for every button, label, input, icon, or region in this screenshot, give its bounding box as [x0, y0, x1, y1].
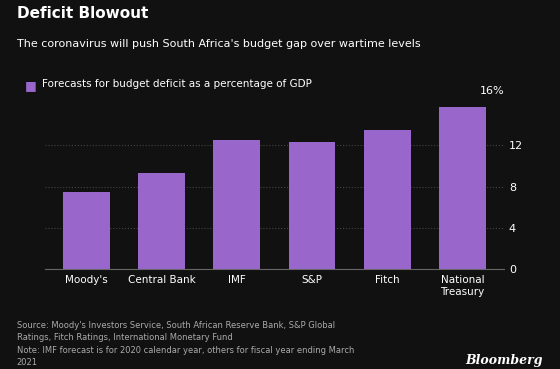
Text: Source: Moody's Investors Service, South African Reserve Bank, S&P Global
Rating: Source: Moody's Investors Service, South…: [17, 321, 354, 367]
Text: The coronavirus will push South Africa's budget gap over wartime levels: The coronavirus will push South Africa's…: [17, 39, 421, 49]
Bar: [364, 130, 410, 269]
Text: 16%: 16%: [479, 86, 504, 96]
Text: Forecasts for budget deficit as a percentage of GDP: Forecasts for budget deficit as a percen…: [42, 79, 312, 89]
Text: ■: ■: [25, 79, 37, 92]
Bar: [63, 192, 110, 269]
Bar: [439, 107, 486, 269]
Text: Deficit Blowout: Deficit Blowout: [17, 6, 148, 21]
Text: Bloomberg: Bloomberg: [466, 354, 543, 367]
Bar: [138, 173, 185, 269]
Bar: [213, 140, 260, 269]
Bar: [289, 142, 335, 269]
